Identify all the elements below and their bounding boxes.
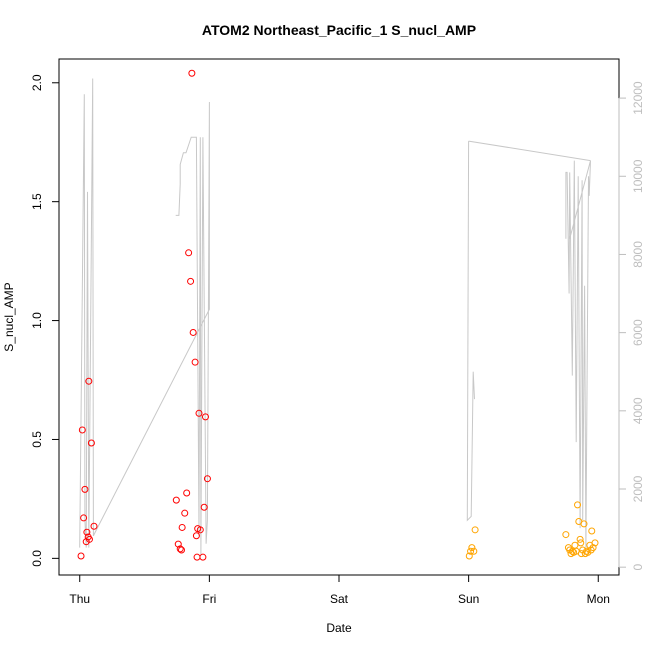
data-point — [193, 553, 201, 561]
data-point — [78, 426, 86, 434]
data-point — [85, 535, 93, 543]
x-tick-label: Thu — [69, 592, 90, 606]
data-point — [176, 545, 184, 553]
data-point — [181, 509, 189, 517]
secondary-series-line — [79, 78, 591, 556]
data-point — [200, 503, 208, 511]
data-point — [199, 553, 207, 561]
data-point — [185, 249, 193, 257]
plot-frame — [58, 58, 620, 576]
y-axis-left: 0.0 0.5 1.0 1.5 2.0 — [30, 74, 60, 567]
data-point — [580, 520, 588, 528]
data-point — [189, 328, 197, 336]
y-axis-label: S_nucl_AMP — [2, 282, 16, 351]
data-point — [80, 514, 88, 522]
data-point — [468, 544, 476, 552]
data-point — [571, 541, 579, 549]
data-point — [589, 544, 597, 552]
data-point — [195, 409, 203, 417]
data-point — [465, 552, 473, 560]
y-axis-right: 0 2000 4000 6000 8000 10000 12000 — [618, 81, 645, 571]
data-point — [87, 439, 95, 447]
data-point — [470, 547, 478, 555]
data-point — [583, 547, 591, 555]
data-point — [203, 475, 211, 483]
data-point — [172, 496, 180, 504]
data-point — [588, 527, 596, 535]
data-point — [576, 535, 584, 543]
y2-tick-label: 0 — [631, 564, 645, 571]
y2-tick-label: 10000 — [631, 159, 645, 193]
y2-tick-label: 4000 — [631, 397, 645, 424]
chart-title: ATOM2 Northeast_Pacific_1 S_nucl_AMP — [202, 22, 476, 38]
data-point — [201, 413, 209, 421]
data-point — [574, 501, 582, 509]
data-point — [90, 522, 98, 530]
data-point — [81, 485, 89, 493]
data-point — [178, 523, 186, 531]
y2-tick-label: 12000 — [631, 81, 645, 115]
data-point — [191, 358, 199, 366]
data-point — [187, 277, 195, 285]
y2-tick-label: 8000 — [631, 241, 645, 268]
y2-tick-label: 6000 — [631, 319, 645, 346]
secondary-line-layer — [79, 78, 591, 556]
y2-tick-label: 2000 — [631, 475, 645, 502]
y-tick-label: 0.5 — [30, 431, 44, 448]
data-point — [174, 540, 182, 548]
data-point — [178, 546, 185, 554]
y-tick-label: 0.0 — [30, 550, 44, 567]
y-tick-label: 1.5 — [30, 193, 44, 210]
data-point — [83, 528, 91, 536]
x-tick-label: Sat — [330, 592, 349, 606]
data-point — [568, 547, 576, 555]
data-point — [471, 526, 479, 534]
x-axis-label: Date — [326, 621, 352, 635]
x-tick-label: Mon — [587, 592, 610, 606]
data-point — [467, 547, 475, 555]
y-tick-label: 2.0 — [30, 74, 44, 91]
data-point — [192, 532, 200, 540]
points-layer — [77, 69, 599, 561]
data-point — [183, 489, 191, 497]
data-point — [577, 539, 585, 547]
data-point — [77, 552, 85, 560]
x-tick-label: Sun — [458, 592, 479, 606]
x-tick-label: Fri — [202, 592, 216, 606]
data-point — [562, 531, 570, 539]
x-axis: Thu Fri Sat Sun Mon — [69, 574, 610, 606]
data-point — [85, 377, 93, 385]
y-tick-label: 1.0 — [30, 312, 44, 329]
data-point — [196, 526, 204, 534]
data-point — [591, 539, 599, 547]
data-point — [188, 69, 196, 77]
